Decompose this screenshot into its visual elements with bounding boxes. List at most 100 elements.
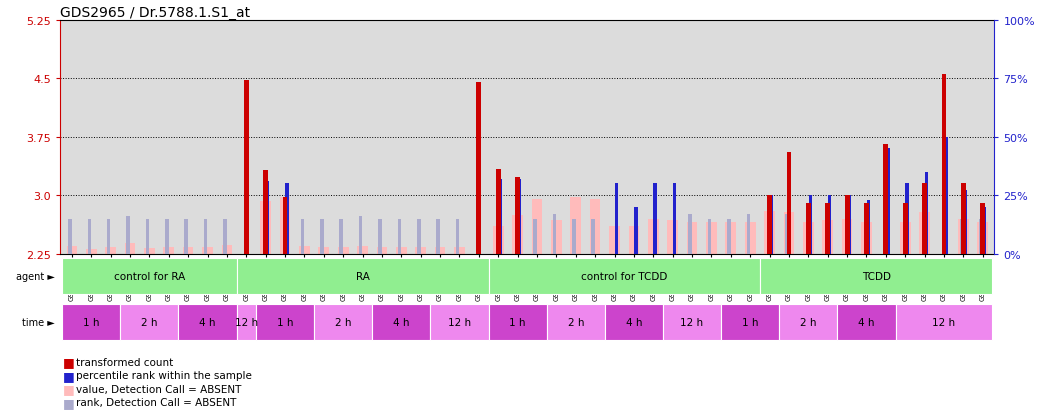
Text: ■: ■ (62, 369, 75, 382)
Text: rank, Detection Call = ABSENT: rank, Detection Call = ABSENT (76, 397, 237, 407)
Bar (395, 247, 407, 254)
Bar (244, 81, 249, 254)
Bar (922, 184, 927, 254)
Bar (728, 219, 731, 254)
Bar (886, 149, 890, 254)
Bar (809, 196, 812, 254)
Text: control for RA: control for RA (114, 272, 185, 282)
Bar (237, 259, 489, 294)
Bar (592, 219, 595, 254)
Bar (498, 179, 502, 254)
Bar (925, 172, 928, 254)
Bar (261, 202, 271, 254)
Bar (663, 304, 721, 340)
Bar (202, 247, 213, 254)
Bar (493, 227, 503, 254)
Bar (496, 169, 500, 254)
Bar (805, 204, 811, 254)
Bar (534, 219, 537, 254)
Text: ■: ■ (62, 396, 75, 408)
Bar (803, 223, 814, 254)
Bar (745, 223, 756, 254)
Text: 12 h: 12 h (681, 317, 704, 327)
Bar (961, 184, 965, 254)
Bar (436, 219, 440, 254)
Bar (86, 249, 97, 254)
Text: 4 h: 4 h (858, 317, 875, 327)
Bar (629, 227, 639, 254)
Bar (903, 204, 907, 254)
Bar (978, 223, 988, 254)
Bar (66, 246, 77, 254)
Bar (838, 304, 896, 340)
Bar (979, 219, 983, 254)
Bar (223, 219, 226, 254)
Bar (708, 219, 711, 254)
Bar (315, 304, 373, 340)
Text: 4 h: 4 h (393, 317, 410, 327)
Bar (764, 211, 775, 254)
Bar (476, 83, 482, 254)
Text: transformed count: transformed count (76, 357, 173, 367)
Bar (634, 207, 637, 254)
Bar (983, 207, 986, 254)
Bar (513, 215, 523, 254)
Bar (958, 219, 968, 254)
Bar (279, 198, 291, 254)
Bar (179, 304, 237, 340)
Bar (706, 223, 717, 254)
Bar (945, 137, 948, 254)
Bar (531, 199, 542, 254)
Text: 12 h: 12 h (448, 317, 471, 327)
Bar (590, 199, 600, 254)
Bar (867, 200, 870, 254)
Text: TCDD: TCDD (862, 272, 891, 282)
Text: 1 h: 1 h (742, 317, 759, 327)
Bar (605, 304, 663, 340)
Text: percentile rank within the sample: percentile rank within the sample (76, 370, 251, 380)
Bar (822, 221, 834, 254)
Text: ■: ■ (62, 382, 75, 395)
Bar (237, 304, 256, 340)
Bar (203, 219, 208, 254)
Bar (845, 196, 849, 254)
Text: RA: RA (356, 272, 370, 282)
Bar (185, 219, 188, 254)
Bar (127, 217, 130, 254)
Bar (896, 304, 992, 340)
Bar (359, 217, 362, 254)
Bar (864, 204, 869, 254)
Bar (301, 219, 304, 254)
Text: 2 h: 2 h (335, 317, 352, 327)
Bar (883, 145, 889, 254)
Bar (337, 247, 349, 254)
Bar (673, 184, 677, 254)
Text: control for TCDD: control for TCDD (581, 272, 667, 282)
Bar (648, 219, 659, 254)
Bar (688, 214, 692, 254)
Bar (842, 219, 852, 254)
Bar (767, 196, 772, 254)
Bar (285, 184, 289, 254)
Bar (319, 248, 329, 254)
Bar (120, 304, 179, 340)
Bar (847, 196, 851, 254)
Text: GDS2965 / Dr.5788.1.S1_at: GDS2965 / Dr.5788.1.S1_at (60, 6, 250, 20)
Bar (145, 219, 149, 254)
Bar (786, 214, 789, 254)
Text: 2 h: 2 h (568, 317, 584, 327)
Bar (87, 219, 91, 254)
Text: 2 h: 2 h (141, 317, 158, 327)
Bar (377, 247, 387, 254)
Bar (62, 304, 120, 340)
Bar (614, 184, 619, 254)
Bar (266, 182, 269, 254)
Bar (770, 196, 773, 254)
Text: 1 h: 1 h (510, 317, 526, 327)
Bar (784, 213, 794, 254)
Bar (105, 248, 116, 254)
Bar (609, 227, 620, 254)
Text: 4 h: 4 h (199, 317, 216, 327)
Bar (282, 198, 288, 254)
Bar (339, 219, 343, 254)
